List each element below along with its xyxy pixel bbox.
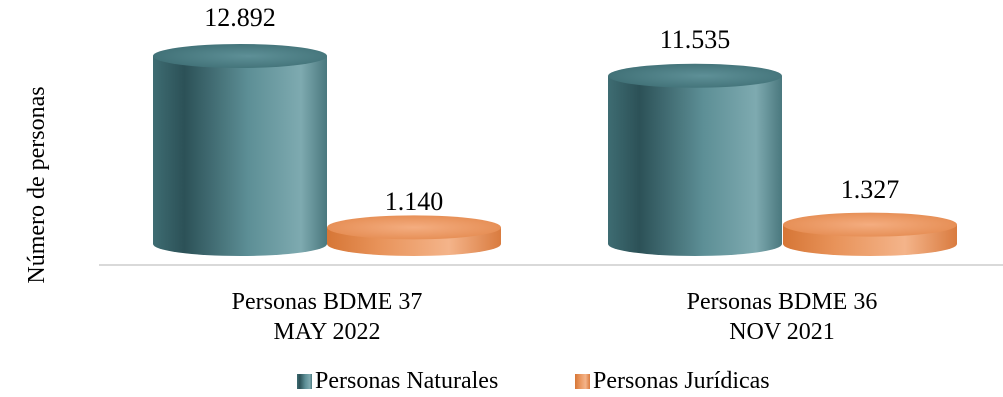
legend: Personas Naturales Personas Jurídicas — [297, 368, 770, 394]
category-label-1-line-2: MAY 2022 — [274, 319, 381, 345]
bar-body-naturales-bdme37 — [153, 56, 327, 256]
category-label-2-line-2: NOV 2021 — [729, 319, 835, 345]
category-label-1-line-1: Personas BDME 37 — [232, 289, 423, 315]
legend-swatch-naturales — [297, 374, 312, 389]
bar-top-naturales-bdme37 — [153, 44, 327, 68]
data-label-juridicas-bdme37: 1.140 — [385, 187, 444, 216]
data-label-naturales-bdme36: 11.535 — [660, 25, 731, 54]
data-label-naturales-bdme37: 12.892 — [204, 3, 276, 32]
plot-area — [153, 44, 957, 256]
y-axis-label: Número de personas — [24, 86, 50, 283]
bar-top-juridicas-bdme36 — [783, 212, 957, 237]
bar-body-naturales-bdme36 — [608, 75, 782, 256]
category-label-2-line-1: Personas BDME 36 — [687, 289, 878, 315]
legend-label-naturales: Personas Naturales — [315, 368, 498, 394]
data-label-juridicas-bdme36: 1.327 — [841, 175, 900, 204]
legend-swatch-juridicas — [575, 374, 590, 389]
bar-top-juridicas-bdme37 — [327, 215, 501, 240]
bar-top-naturales-bdme36 — [608, 63, 782, 88]
legend-label-juridicas: Personas Jurídicas — [593, 368, 770, 394]
